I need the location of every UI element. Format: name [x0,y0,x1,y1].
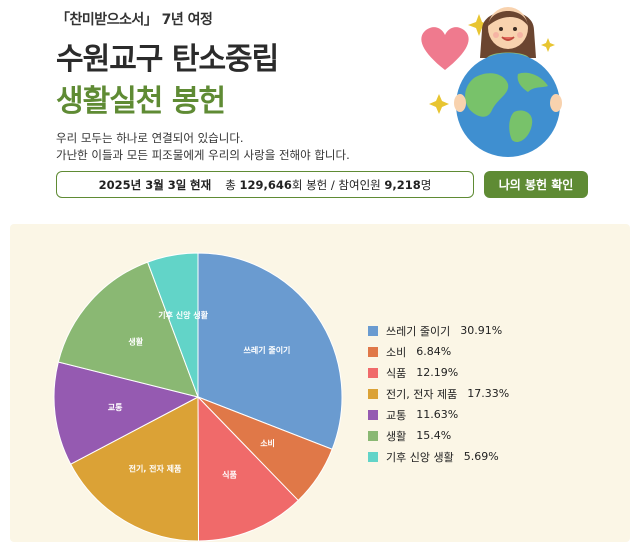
legend-swatch [368,409,378,420]
series-subtitle: 「찬미받으소서」 7년 여정 [56,12,213,28]
pie-slice[interactable] [69,396,199,542]
legend-item[interactable]: 전기, 전자 제품 17.33% [368,383,509,404]
slice-label: 쓰레기 줄이기 [243,345,290,355]
pie-slice[interactable] [197,395,299,542]
pie-slice[interactable] [146,252,199,398]
legend-value: 6.84% [416,345,452,358]
slice-label: 교통 [108,402,123,412]
legend-item[interactable]: 기후 신앙 생활 5.69% [368,446,509,467]
sparkle-icon [541,38,555,52]
sparkle-icon [468,14,490,36]
pie-slice[interactable] [197,252,343,450]
status-total-count: 129,646 [239,177,292,192]
pie-slice[interactable] [53,361,200,465]
description-line-2: 가난한 이들과 모든 피조물에게 우리의 사랑을 전해야 합니다. [56,148,350,162]
legend-item[interactable]: 소비 6.84% [368,341,509,362]
legend-label: 교통 [386,408,407,422]
legend-swatch [368,388,378,399]
status-participants: 9,218 [384,177,421,192]
legend-label: 기후 신앙 생활 [386,450,454,464]
legend-value: 15.4% [416,429,452,442]
legend-value: 30.91% [460,324,503,337]
pie-slice[interactable] [57,261,199,398]
status-now-label: 현재 [190,177,212,192]
slice-label: 생활 [128,336,143,346]
legend-swatch [368,325,378,336]
description: 우리 모두는 하나로 연결되어 있습니다. 가난한 이들과 모든 피조물에게 우… [56,130,350,164]
status-summary-box: 2025년 3월 3일 현재 총 129,646 회 봉헌 / 참여인원 9,21… [56,171,474,198]
legend-swatch [368,430,378,441]
legend-item[interactable]: 교통 11.63% [368,404,509,425]
slice-label: 식품 [222,469,237,479]
legend-item[interactable]: 생활 15.4% [368,425,509,446]
legend-value: 12.19% [416,366,459,379]
legend-label: 소비 [386,345,407,359]
legend-item[interactable]: 쓰레기 줄이기 30.91% [368,320,509,341]
sparkle-icon [429,94,449,114]
legend-value: 5.69% [463,450,499,463]
legend-swatch [368,367,378,378]
status-total-suffix: 회 봉헌 / 참여인원 [291,177,381,192]
heart-icon [421,27,469,70]
legend-value: 11.63% [416,408,459,421]
legend-swatch [368,451,378,462]
legend-label: 식품 [386,366,407,380]
slice-label: 기후 신앙 생활 [158,310,208,320]
chart-panel: 쓰레기 줄이기 소비 식품 전기, 전자 제품 교통 생활 기후 신앙 생활 쓰레기 줄이기… [10,224,630,542]
page-title: 수원교구 탄소중립 [56,42,279,77]
legend-item[interactable]: 식품 12.19% [368,362,509,383]
status-participants-suffix: 명 [420,177,432,192]
chart-legend: 쓰레기 줄이기 30.91% 소비 6.84% 식품 12.19% 전기, 전자 제품 17.… [368,320,509,467]
legend-label: 전기, 전자 제품 [386,387,458,401]
description-line-1: 우리 모두는 하나로 연결되어 있습니다. [56,131,244,145]
page-subtitle: 생활실천 봉헌 [56,84,226,119]
earth-girl-illustration [421,7,562,157]
my-offering-button[interactable]: 나의 봉헌 확인 [484,171,588,198]
status-date: 2025년 3월 3일 [98,177,187,192]
legend-label: 쓰레기 줄이기 [386,324,451,338]
slice-label: 소비 [260,438,275,448]
legend-label: 생활 [386,429,407,443]
legend-value: 17.33% [467,387,510,400]
status-total-prefix: 총 [225,177,236,192]
legend-swatch [368,346,378,357]
slice-label: 전기, 전자 제품 [129,464,182,474]
